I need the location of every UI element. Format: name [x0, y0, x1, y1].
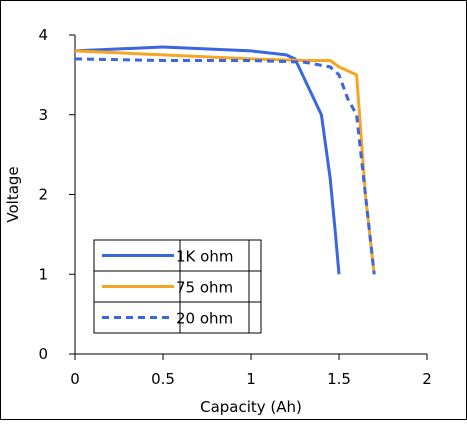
legend-entry-label: 1K ohm	[176, 248, 233, 266]
y-axis-label: Voltage	[4, 166, 22, 222]
x-tick-label: 1.5	[327, 370, 351, 388]
y-tick-label: 3	[38, 106, 48, 124]
y-tick-label: 4	[38, 26, 48, 44]
series-line-20-ohm	[74, 57, 376, 275]
x-tick-label: 0.5	[151, 370, 175, 388]
x-axis-label: Capacity (Ah)	[200, 398, 302, 416]
y-tick-label: 1	[38, 265, 48, 283]
series-lines	[74, 45, 376, 275]
legend: 1K ohm 75 ohm 20 ohm	[93, 239, 262, 334]
y-tick-label: 0	[38, 345, 48, 363]
x-tick-label: 1	[246, 370, 256, 388]
legend-entry-label: 75 ohm	[176, 279, 233, 297]
y-tick-label: 2	[38, 186, 48, 204]
axes: 0 0.5 1 1.5 2 0 1 2 3 4 Capacity (Ah) Voltage	[4, 26, 432, 416]
legend-entry-label: 20 ohm	[176, 310, 233, 328]
x-tick-label: 0	[70, 370, 80, 388]
x-tick-label: 2	[422, 370, 432, 388]
